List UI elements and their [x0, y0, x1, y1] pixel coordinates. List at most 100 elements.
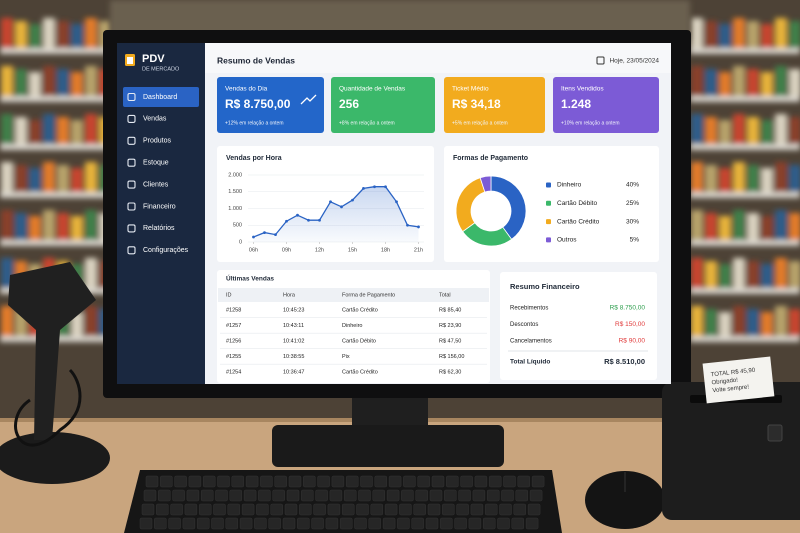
table-cell: Cartão Crédito — [342, 307, 378, 313]
menu-item[interactable]: Produtos — [143, 138, 172, 145]
menu-item[interactable]: Configurações — [143, 247, 189, 254]
shelf-product — [733, 114, 745, 144]
keyboard-key — [525, 517, 539, 530]
shelf-board — [690, 192, 800, 198]
keyboard-key — [501, 489, 514, 502]
keyboard-key — [417, 475, 430, 488]
kpi-card — [444, 77, 545, 133]
keyboard-key — [529, 489, 543, 502]
line-point — [263, 231, 266, 235]
shelf-product — [733, 66, 745, 96]
line-point — [351, 198, 354, 202]
keyboard-key — [254, 517, 267, 530]
kpi-note: +10% em relação a ontem — [561, 120, 620, 126]
keyboard-key — [145, 475, 159, 488]
keyboard-key — [399, 503, 412, 516]
line-point — [384, 185, 387, 189]
menu-item[interactable]: Clientes — [143, 181, 169, 188]
shelf-product — [747, 69, 759, 96]
keyboard-key — [401, 489, 414, 502]
keyboard-key — [413, 503, 426, 516]
table-header: Total — [439, 292, 451, 298]
finance-total-value: R$ 8.510,00 — [604, 357, 645, 366]
shelf-product — [691, 114, 703, 144]
x-tick-label: 12h — [315, 247, 324, 253]
y-tick-label: 2.000 — [228, 172, 242, 178]
keyboard-key — [182, 517, 196, 530]
keyboard-key — [497, 517, 510, 530]
keyboard-key — [515, 489, 529, 502]
keyboard-key — [331, 475, 345, 488]
keyboard-key — [297, 517, 310, 530]
keyboard-key — [531, 475, 545, 488]
menu-item[interactable]: Financeiro — [143, 203, 176, 210]
y-tick-label: 1.000 — [228, 206, 242, 212]
kpi-label: Itens Vendidos — [561, 86, 604, 93]
menu-item[interactable]: Estoque — [143, 160, 169, 167]
keyboard-key — [160, 475, 173, 488]
shelf-product — [71, 24, 83, 48]
keyboard-key — [272, 489, 285, 502]
kpi-note: +5% em relação a ontem — [452, 120, 508, 126]
y-tick-label: 500 — [233, 223, 242, 229]
legend-swatch — [546, 200, 551, 206]
shelf-product — [789, 117, 800, 144]
keyboard-key — [368, 517, 382, 530]
menu-item[interactable]: Relatórios — [143, 225, 175, 232]
shelf-product — [691, 18, 703, 48]
keyboard-key — [470, 503, 484, 516]
table-cell: Cartão Débito — [342, 338, 376, 344]
keyboard-key — [215, 489, 228, 502]
shelf-product — [733, 258, 745, 288]
finance-value: R$ 150,00 — [615, 321, 645, 328]
shelf-product — [705, 21, 717, 48]
keyboard-key — [241, 503, 255, 516]
shelf-product — [85, 18, 97, 48]
line-point — [362, 187, 365, 190]
printer — [662, 382, 800, 520]
keyboard-key — [354, 517, 367, 530]
kpi-value: 256 — [339, 97, 359, 111]
keyboard-key — [186, 489, 200, 502]
menu-item[interactable]: Vendas — [143, 116, 167, 123]
shelf-product — [719, 120, 731, 144]
table-cell: R$ 23,90 — [439, 323, 461, 329]
shelf-product — [691, 306, 703, 336]
shelf-product — [747, 309, 759, 336]
keyboard-key — [442, 503, 455, 516]
receipt-line: TOTAL R$ 45,90 — [711, 368, 757, 379]
keyboard-key — [403, 475, 416, 488]
shelf-product — [775, 162, 787, 192]
shelf-product — [1, 66, 13, 96]
keyboard-key — [511, 517, 525, 530]
table-cell: 10:41:02 — [283, 338, 304, 344]
line-point — [406, 223, 409, 227]
shelf-product — [57, 213, 69, 240]
legend-swatch — [546, 182, 551, 188]
chart-title: Vendas por Hora — [226, 155, 282, 162]
table-cell: #1256 — [226, 338, 241, 344]
store-shelves — [0, 18, 800, 342]
shelf-product — [719, 216, 731, 240]
legend-value: 25% — [626, 200, 639, 207]
table-cell: #1257 — [226, 323, 241, 329]
keyboard-key — [411, 517, 424, 530]
keyboard-key — [184, 503, 198, 516]
legend-label: Cartão Débito — [557, 200, 597, 207]
menu-item[interactable]: Dashboard — [143, 94, 177, 101]
table-cell: #1258 — [226, 307, 241, 313]
keyboard-key — [139, 517, 153, 530]
shelf-product — [789, 261, 800, 288]
shelf-product — [719, 264, 731, 288]
shelf-product — [29, 120, 41, 144]
table-cell: R$ 62,30 — [439, 369, 461, 375]
keyboard-key — [460, 475, 473, 488]
keyboard-key — [315, 489, 328, 502]
shelf-product — [775, 66, 787, 96]
line-point — [285, 219, 288, 223]
kpi-card — [553, 77, 659, 133]
keyboard-key — [196, 517, 210, 530]
shelf-product — [761, 216, 773, 240]
line-point — [417, 225, 420, 229]
